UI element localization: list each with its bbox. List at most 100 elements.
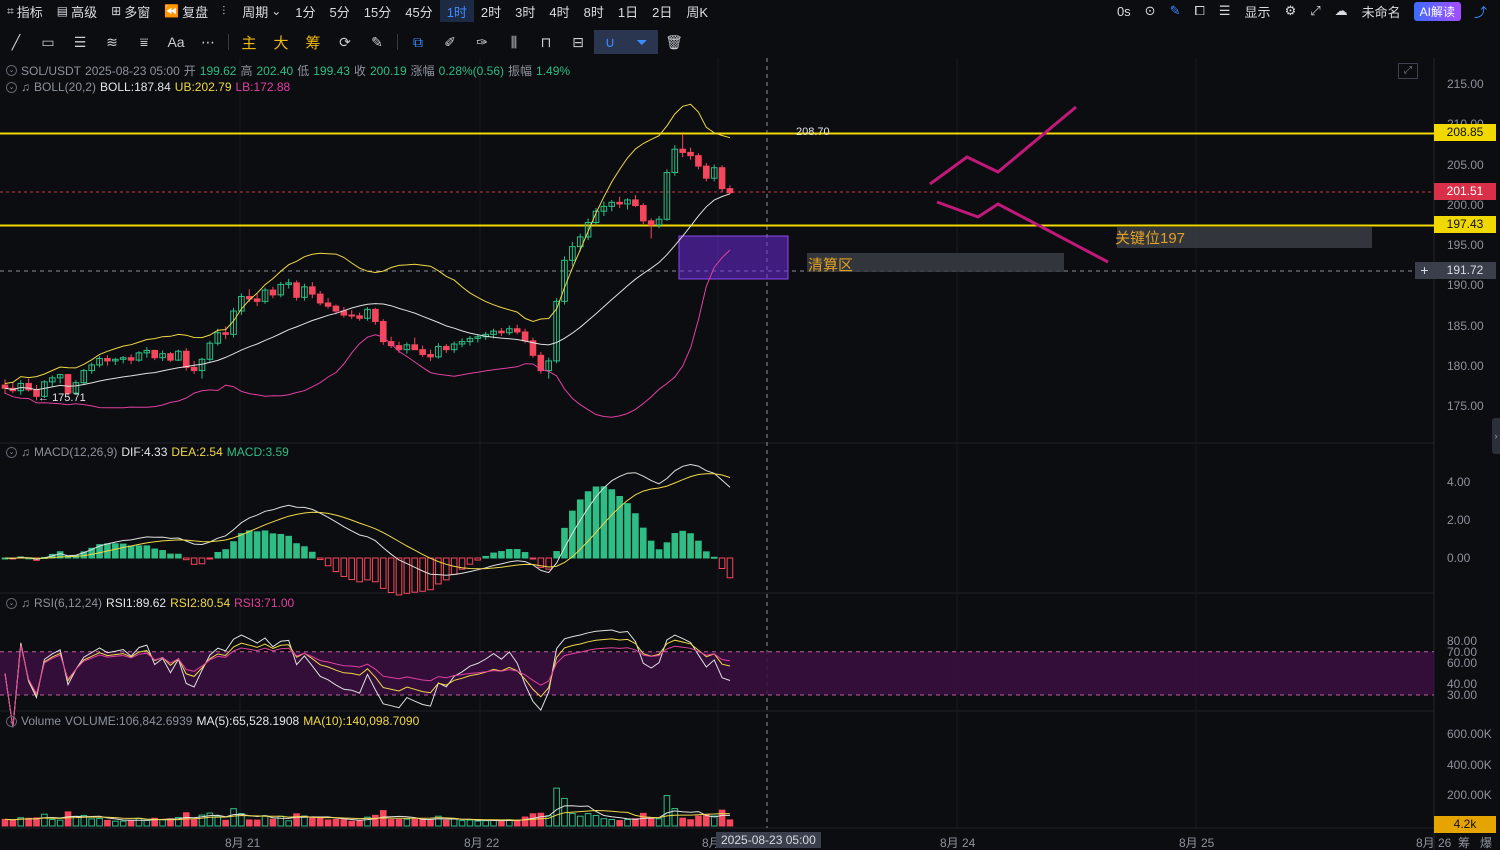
expand-icon[interactable]: ⤢ bbox=[1310, 3, 1321, 18]
filter-icon[interactable]: ⏷ bbox=[626, 30, 658, 54]
toolbar-item-5[interactable]: 周期 ⌄ bbox=[235, 0, 288, 22]
layout-name[interactable]: 未命名 bbox=[1361, 4, 1401, 20]
edit-list-icon[interactable]: ⊟ bbox=[572, 33, 584, 50]
volume-bar bbox=[419, 818, 426, 827]
main-force-button[interactable]: 主 bbox=[241, 34, 257, 52]
candle-body bbox=[316, 293, 324, 304]
list-icon[interactable]: ☰ bbox=[1218, 3, 1231, 18]
signal-icon[interactable]: ⟳ bbox=[339, 33, 351, 50]
bell-icon[interactable]: ♫ bbox=[21, 445, 30, 459]
volume-bar bbox=[112, 820, 119, 827]
side-panel-toggle-icon[interactable]: › bbox=[1492, 418, 1500, 454]
period-tab[interactable]: 1分 bbox=[295, 4, 316, 20]
macd-histogram-bar bbox=[663, 542, 671, 559]
candle-body bbox=[25, 382, 32, 391]
toolbar-item-2[interactable]: ⊞ 多窗 bbox=[104, 0, 157, 22]
period-tab[interactable]: 5分 bbox=[329, 4, 350, 20]
countdown-label: 0s bbox=[1116, 3, 1131, 19]
cloud-icon[interactable]: ☁ bbox=[1334, 3, 1348, 18]
macd-histogram-bar bbox=[592, 486, 600, 559]
more-tools-icon[interactable]: ⋯ bbox=[201, 33, 215, 50]
lock-icon[interactable]: ⊓ bbox=[540, 33, 552, 50]
camera-icon[interactable]: ⊙ bbox=[1144, 3, 1156, 18]
chips-toggle-label[interactable]: 筹 bbox=[1458, 836, 1471, 850]
pencil-icon[interactable]: ✎ bbox=[1169, 3, 1181, 18]
fib-tool-icon[interactable]: ⩸ bbox=[139, 33, 149, 50]
ai-button[interactable]: AI解读 bbox=[1413, 1, 1461, 21]
period-tab[interactable]: 2日 bbox=[652, 4, 673, 20]
period-tab[interactable]: 8时 bbox=[583, 4, 604, 20]
candle-body bbox=[726, 188, 734, 194]
macd-histogram-bar bbox=[119, 543, 127, 559]
low-marker-label: ← 175.71 bbox=[38, 392, 86, 404]
toolbar-item-3[interactable]: ⏪ 复盘 bbox=[157, 0, 215, 22]
macd-histogram-bar bbox=[419, 557, 426, 592]
macd-histogram-bar bbox=[710, 556, 718, 559]
macd-axis-label: 2.00 bbox=[1447, 513, 1471, 527]
toolbar-item-0[interactable]: ⌗ 指标 bbox=[0, 0, 50, 22]
rsi1-line bbox=[4, 629, 731, 728]
collapse-icon[interactable]: ⌄ bbox=[6, 81, 17, 93]
date-label: 8月 22 bbox=[464, 836, 500, 850]
period-tab[interactable]: 45分 bbox=[405, 4, 433, 20]
magnet-icon[interactable]: ∪ bbox=[594, 30, 626, 54]
text-tool-icon[interactable]: Aa bbox=[167, 34, 185, 50]
liquidation-zone bbox=[807, 253, 1064, 272]
toolbar-item-1[interactable]: ▤ 高级 bbox=[50, 0, 104, 22]
delete-icon[interactable]: 🗑 bbox=[665, 33, 683, 50]
large-order-button[interactable]: 大 bbox=[273, 34, 289, 52]
volume-axis-label: 200.00K bbox=[1447, 788, 1492, 803]
chips-button[interactable]: 筹 bbox=[305, 34, 321, 52]
volume-bar bbox=[364, 816, 371, 827]
trend-line-tool-icon[interactable]: ╱ bbox=[11, 33, 21, 50]
collapse-icon[interactable]: ⌄ bbox=[6, 715, 17, 727]
candle-body bbox=[632, 199, 639, 207]
rectangle-tool-icon[interactable]: ▭ bbox=[41, 33, 55, 50]
toolbar-item-4[interactable]: ⫶ bbox=[215, 0, 235, 22]
add-alert-icon[interactable]: + bbox=[1415, 262, 1434, 279]
erase-icon[interactable]: ✎ bbox=[371, 33, 383, 50]
parallel-lines-tool-icon[interactable]: ☰ bbox=[73, 33, 87, 50]
macd-histogram-bar bbox=[245, 530, 253, 559]
brush-icon[interactable]: ✑ bbox=[476, 33, 488, 50]
period-tab[interactable]: 1时 bbox=[439, 0, 474, 22]
macd-histogram-bar bbox=[513, 549, 521, 559]
macd-histogram-bar bbox=[379, 557, 387, 589]
period-tab[interactable]: 周K bbox=[686, 4, 708, 20]
settings-icon[interactable]: ⚙ bbox=[1284, 3, 1297, 18]
candle-body bbox=[261, 289, 269, 302]
pen-icon[interactable]: ✐ bbox=[444, 33, 456, 50]
period-tab[interactable]: 4时 bbox=[549, 4, 570, 20]
macd-histogram-bar bbox=[639, 527, 647, 559]
display-button[interactable]: 显示 bbox=[1244, 4, 1271, 20]
wave-tool-icon[interactable]: ≋ bbox=[106, 33, 118, 50]
period-tab[interactable]: 1日 bbox=[617, 4, 639, 20]
share-icon[interactable]: ⤴ bbox=[1473, 4, 1487, 20]
macd-dea-line bbox=[4, 473, 731, 570]
period-tab[interactable]: 3时 bbox=[515, 4, 536, 20]
indicator-bars-icon[interactable]: ⫼ bbox=[510, 33, 518, 50]
macd-histogram-bar bbox=[647, 540, 655, 559]
period-tab[interactable]: 2时 bbox=[480, 4, 502, 20]
bell-icon[interactable]: ♫ bbox=[21, 80, 30, 94]
candle-body bbox=[167, 353, 174, 361]
collapse-icon[interactable]: ⌄ bbox=[6, 446, 17, 458]
bell-icon[interactable]: ♫ bbox=[21, 596, 30, 610]
window-icon[interactable]: ⧠ bbox=[1194, 3, 1205, 18]
macd-histogram-bar bbox=[411, 557, 419, 593]
collapse-icon[interactable]: ⌄ bbox=[6, 597, 17, 609]
volume-bar bbox=[655, 818, 663, 827]
macd-histogram-bar bbox=[135, 545, 143, 559]
liquidation-toggle-label[interactable]: 爆 bbox=[1480, 836, 1493, 850]
copy-icon[interactable]: ⧉ bbox=[413, 33, 423, 50]
collapse-icon[interactable]: ⌄ bbox=[6, 65, 17, 76]
candle-body bbox=[80, 370, 88, 384]
advanced-icon: ▤ bbox=[56, 4, 69, 18]
volume-bar bbox=[435, 815, 442, 827]
macd-histogram-bar bbox=[96, 544, 103, 559]
volume-bar bbox=[96, 818, 103, 827]
volume-bar bbox=[9, 819, 17, 827]
fullscreen-icon[interactable]: ⤢ bbox=[1398, 63, 1418, 79]
period-tab[interactable]: 15分 bbox=[363, 4, 392, 20]
